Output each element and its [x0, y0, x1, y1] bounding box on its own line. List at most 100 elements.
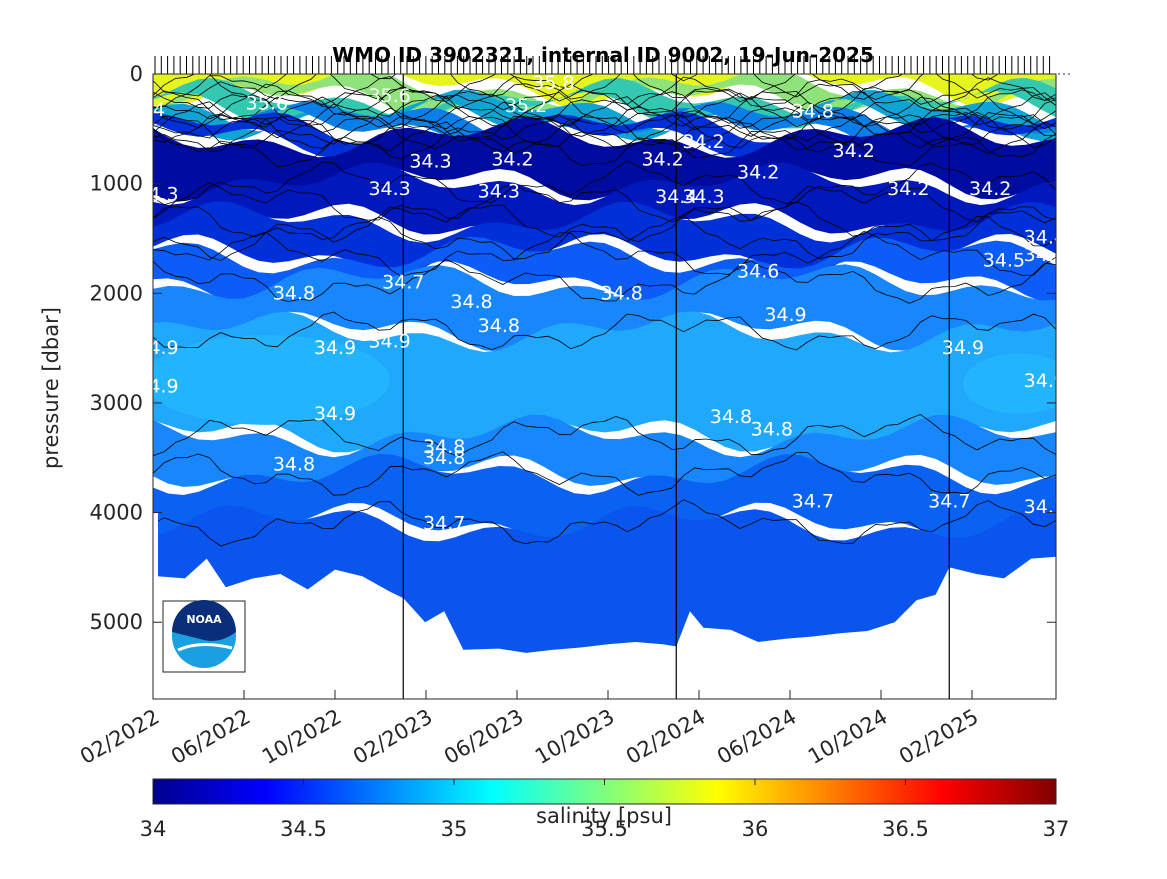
contour-label: 34.7 [928, 491, 970, 513]
contour-label: 34.8 [273, 453, 315, 475]
contour-label: 34.4 [1024, 226, 1066, 248]
contour-line [153, 451, 1056, 496]
colorbar-tick-label: 35.5 [581, 817, 628, 841]
contour-label: 34.8 [423, 447, 465, 469]
y-axis: 0 1000 2000 3000 4000 5000 [90, 62, 1056, 634]
contour-lines [153, 74, 1056, 547]
y-tick-label: 2000 [90, 281, 143, 305]
contour-label: 34.3 [682, 186, 724, 208]
contour-label: 34.7 [423, 513, 465, 535]
contour-label: 34.3 [478, 180, 520, 202]
chart-title: WMO ID 3902321, internal ID 9002, 19-Jun… [332, 43, 874, 67]
contour-label: 34.3 [409, 151, 451, 173]
colorbar-tick-label: 37 [1043, 817, 1070, 841]
contour-line [153, 121, 1056, 168]
contour-label: 35.6 [368, 85, 410, 107]
salinity-layers [153, 74, 1056, 699]
x-tick-label: 06/2024 [713, 705, 801, 769]
contour-line [153, 83, 1056, 125]
x-tick-label: 10/2024 [804, 705, 892, 769]
x-tick-label: 02/2024 [622, 705, 710, 769]
contour-label: 34.7 [792, 491, 834, 513]
y-axis-label: pressure [dbar] [39, 307, 63, 469]
contour-label: 34.8 [478, 315, 520, 337]
x-tick-label: 02/2023 [349, 705, 437, 769]
contour-line [153, 230, 1056, 277]
colorbar-tick-label: 35 [441, 817, 468, 841]
salinity-band [153, 264, 1056, 352]
contour-label: 34.7 [1024, 496, 1066, 518]
contour-label: 35.4 [123, 99, 165, 121]
colorbar-ticks: 34 34.5 35 35.5 36 36.5 37 [140, 779, 1070, 841]
colorbar-tick-label: 36.5 [882, 817, 929, 841]
contour-line [153, 413, 1056, 457]
salinity-band [153, 162, 1056, 242]
contour-line [153, 114, 1056, 160]
contour-label: 34.9 [136, 337, 178, 359]
contour-line [153, 160, 1056, 206]
y-tick-label: 0 [130, 62, 143, 86]
contour-line [153, 101, 1056, 146]
seafloor-edge [153, 512, 158, 699]
contour-label: 34.8 [273, 282, 315, 304]
contour-label: 34.2 [833, 140, 875, 162]
contour-label: 34.8 [710, 406, 752, 428]
profile-tick-marks [154, 56, 1051, 74]
colorbar-tick-label: 34 [140, 817, 167, 841]
contour-label: 35.8 [532, 72, 574, 94]
salinity-band [153, 311, 1056, 453]
x-tick-label: 06/2022 [167, 705, 255, 769]
contour-label: 34.5 [1024, 244, 1066, 266]
x-axis: 02/2022 06/2022 10/2022 02/2023 06/2023 10/20… [76, 690, 983, 769]
water-lens [962, 353, 1056, 414]
contour-label: 34.8 [601, 282, 643, 304]
y-tick-label: 1000 [90, 172, 143, 196]
contour-label: 34.2 [491, 149, 533, 171]
year-boundary-lines [402, 74, 950, 699]
seafloor-mask [153, 512, 1056, 699]
contour-labels: 35.4 35.6 35.6 35.835.2 34.2 34.3 34.3 34.3 34.3… [123, 72, 1066, 535]
contour-label: 34.8 [423, 436, 465, 458]
contour-label: 34.9 [136, 376, 178, 398]
contour-line [153, 181, 1056, 223]
contour-label: 34.9 [314, 337, 356, 359]
contour-label: 34.8 [792, 100, 834, 122]
salinity-band [153, 236, 1056, 304]
contour-line [153, 499, 1056, 547]
contour-label: 34.2 [641, 149, 683, 171]
contour-line [153, 111, 1056, 154]
contour-label: 34.9 [1024, 370, 1066, 392]
noaa-logo: NOAA [162, 600, 246, 673]
contour-line [153, 259, 1056, 304]
colorbar-tick-label: 36 [742, 817, 769, 841]
contour-label: 34.3 [368, 178, 410, 200]
y-tick-label: 5000 [90, 610, 143, 634]
x-tick-label: 06/2023 [440, 705, 528, 769]
contour-label: 35.6 [246, 93, 288, 115]
contour-line [153, 107, 1056, 149]
contour-line [153, 311, 1056, 351]
contour-line [153, 74, 1056, 116]
contour-label: 34.9 [314, 403, 356, 425]
seafloor [153, 556, 1056, 699]
contour-label: 34.9 [368, 331, 410, 353]
contour-line [153, 215, 1056, 262]
salinity-band [153, 101, 1056, 151]
colorbar-tick-label: 34.5 [280, 817, 327, 841]
contour-line [153, 91, 1056, 131]
contour-label: 34.3 [136, 184, 178, 206]
contour-label: 34.8 [751, 418, 793, 440]
contour-label: 34.4 [655, 186, 697, 208]
contour-label: 34.5 [983, 249, 1025, 271]
contour-label: 34.2 [969, 178, 1011, 200]
contour-line [153, 76, 1056, 121]
x-tick-label: 02/2025 [895, 705, 983, 769]
contour-label: 34.9 [764, 304, 806, 326]
contour-line [153, 74, 999, 101]
contour-label: 34.7 [382, 271, 424, 293]
x-tick-label: 02/2022 [76, 705, 164, 769]
contour-line [153, 201, 1056, 243]
contour-label: 34.2 [737, 162, 779, 184]
